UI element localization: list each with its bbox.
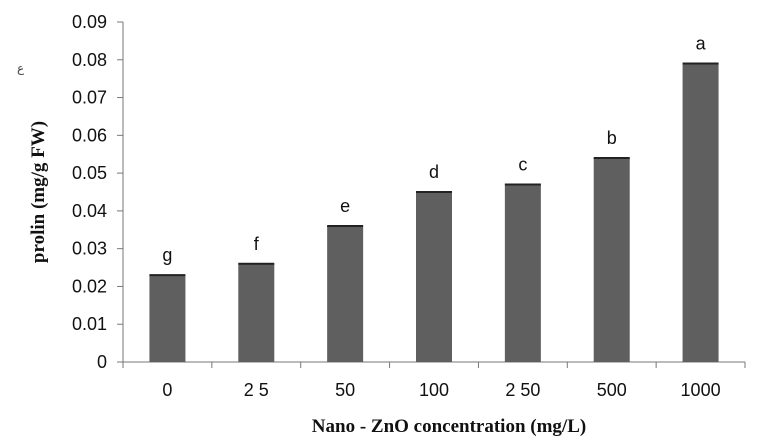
x-tick-label: 500 [597,380,627,400]
x-tick-label: 2 50 [505,380,540,400]
bar-50 [327,226,364,362]
stray-mark: ع [17,61,25,75]
bar-data-label: d [429,162,439,182]
x-tick-label: 1000 [681,380,721,400]
y-axis-ticks: 0 0.01 0.02 0.03 0.04 0.05 0.06 0.07 0.08 0.09 [72,12,123,372]
bar-significance-labels: g f e d c b a [162,34,706,266]
x-axis-title: Nano - ZnO concentration (mg/L) [312,416,586,437]
bar-series [149,62,719,363]
bar-100 [416,192,452,362]
y-tick-label: 0.09 [72,12,107,32]
y-tick-label: 0.08 [72,50,107,70]
x-axis-ticks: 0 2 5 50 100 2 50 500 1000 [122,362,746,400]
y-tick-label: 0.07 [72,88,107,108]
y-tick-label: 0.05 [72,163,107,183]
y-tick-label: 0 [97,352,107,372]
bar-data-label: f [254,234,260,254]
bar-250 [504,184,541,362]
y-tick-label: 0.04 [72,201,107,221]
x-tick-label: 50 [335,380,355,400]
x-tick-label: 0 [162,380,172,400]
y-tick-label: 0.06 [72,125,107,145]
bar-data-label: g [162,245,172,265]
x-tick-label: 100 [419,380,449,400]
bar-data-label: c [518,154,527,174]
y-tick-label: 0.01 [72,314,107,334]
bar-data-label: e [340,196,350,216]
bar-data-label: b [607,128,617,148]
bar-25 [238,263,275,362]
x-tick-label: 2 5 [244,380,269,400]
bar-0 [149,275,186,362]
bar-data-label: a [696,34,707,54]
bar-500 [593,158,630,362]
y-axis-title: prolin (mg/g FW) [28,121,49,263]
bar-1000 [682,63,719,363]
y-tick-label: 0.03 [72,239,107,259]
y-tick-label: 0.02 [72,276,107,296]
